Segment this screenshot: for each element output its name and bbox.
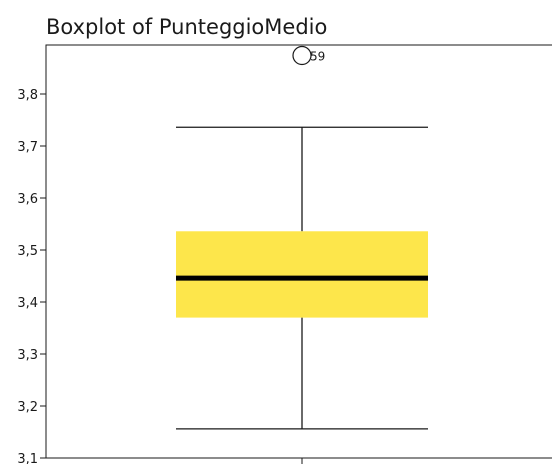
y-tick-label: 3,5 <box>17 244 38 259</box>
outlier-label: 59 <box>310 50 325 64</box>
y-tick-label: 3,2 <box>17 400 38 415</box>
y-tick-label: 3,8 <box>17 88 38 103</box>
y-tick-label: 3,7 <box>17 140 38 155</box>
outliers: 59 <box>293 47 325 65</box>
chart-title: Boxplot of PunteggioMedio <box>46 15 327 39</box>
y-tick-label: 3,4 <box>17 296 38 311</box>
y-tick-label: 3,3 <box>17 348 38 363</box>
box-glyph <box>176 127 428 429</box>
y-tick-label: 3,1 <box>17 452 38 464</box>
outlier-point <box>293 47 311 65</box>
interquartile-box <box>176 231 428 317</box>
y-tick-label: 3,6 <box>17 192 38 207</box>
